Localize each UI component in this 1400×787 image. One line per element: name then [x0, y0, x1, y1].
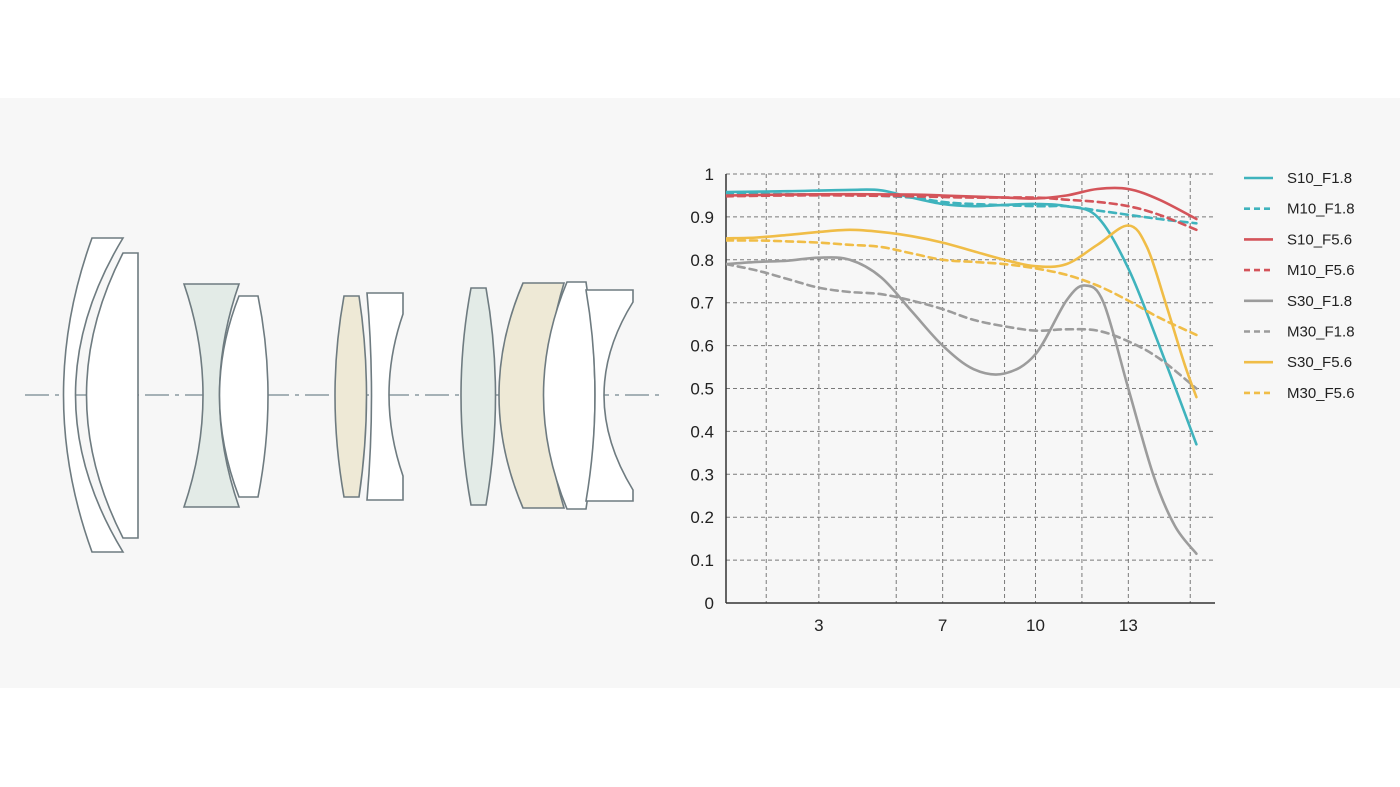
series-line-m10-f5-6 [726, 194, 1198, 232]
lens-element-1 [62, 237, 125, 553]
lens-element-3 [182, 283, 241, 508]
legend-label: S30_F5.6 [1287, 354, 1352, 371]
legend-label: S10_F1.8 [1287, 170, 1352, 187]
y-tick-label: 0.6 [690, 337, 714, 356]
y-tick-label: 1 [705, 165, 714, 184]
lens-element-4 [218, 295, 269, 498]
y-tick-label: 0.1 [690, 551, 714, 570]
series-line-s30-f5-6 [726, 224, 1198, 399]
y-tick-label: 0.4 [690, 422, 714, 441]
series-line-s10-f1-8 [726, 188, 1198, 446]
legend-label: S10_F5.6 [1287, 231, 1352, 248]
legend-label: M30_F5.6 [1287, 385, 1355, 402]
series-line-m10-f1-8 [726, 192, 1198, 225]
y-tick-label: 0.2 [690, 508, 714, 527]
y-tick-label: 0.8 [690, 251, 714, 270]
series-lines [726, 186, 1198, 555]
y-tick-label: 0.7 [690, 294, 714, 313]
series-line-m30-f1-8 [726, 262, 1198, 390]
y-tick-label: 0.5 [690, 380, 714, 399]
series-line-m30-f5-6 [726, 239, 1198, 337]
legend-label: M30_F1.8 [1287, 324, 1355, 341]
x-tick-label: 3 [814, 616, 823, 635]
lens-element-6 [366, 292, 404, 501]
x-tick-label: 10 [1026, 616, 1045, 635]
x-tick-label: 13 [1119, 616, 1138, 635]
y-tick-label: 0.9 [690, 208, 714, 227]
lens-element-7 [460, 287, 497, 506]
lens-element-10 [585, 289, 634, 502]
y-tick-label: 0 [705, 594, 714, 613]
grid [726, 173, 1215, 603]
axes [725, 174, 1215, 604]
x-tick-label: 7 [938, 616, 947, 635]
tick-labels: 00.10.20.30.40.50.60.70.80.913 7 10 13 [690, 165, 1137, 635]
y-tick-label: 0.3 [690, 465, 714, 484]
lens-element-2 [85, 252, 139, 539]
lens-element-5 [334, 295, 368, 498]
legend-label: S30_F1.8 [1287, 293, 1352, 310]
legend-label: M10_F1.8 [1287, 201, 1355, 218]
legend-label: M10_F5.6 [1287, 262, 1355, 279]
legend: S10_F1.8 M10_F1.8 S10_F5.6 M10_F5.6 S30_F1.8… [1244, 170, 1355, 402]
series-line-s30-f1-8 [726, 256, 1198, 555]
